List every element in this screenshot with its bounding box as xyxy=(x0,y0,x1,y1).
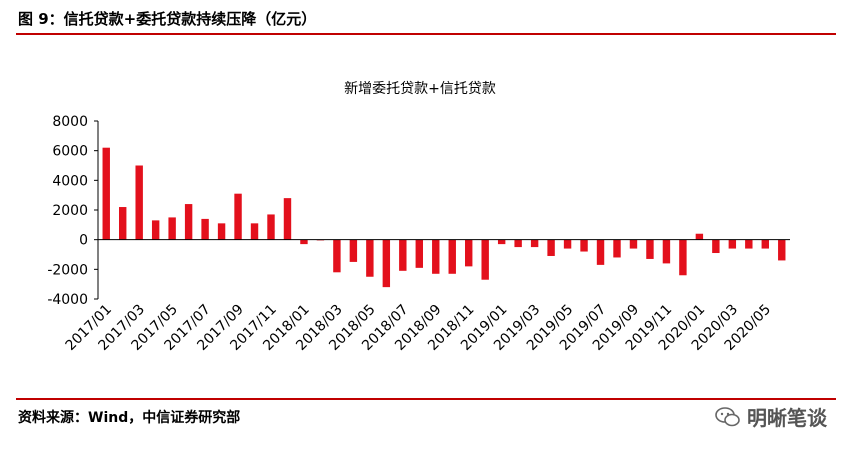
y-tick-label: 6000 xyxy=(52,144,88,160)
bar-2017-06 xyxy=(184,204,193,240)
bar-2017-09 xyxy=(234,193,242,240)
bar-2017-02 xyxy=(119,207,127,240)
y-tick-label: 8000 xyxy=(52,114,88,130)
bar-2017-07 xyxy=(201,218,209,240)
bar-series xyxy=(102,147,786,288)
bar-2018-04 xyxy=(349,239,358,262)
bar-2018-06 xyxy=(382,239,391,288)
bar-2019-05 xyxy=(563,239,572,249)
bar-2019-12 xyxy=(679,239,687,276)
figure-header: 图 9：信托贷款+委托贷款持续压降（亿元） xyxy=(18,10,317,28)
bar-2017-04 xyxy=(151,220,160,240)
bar-2019-04 xyxy=(547,239,555,256)
bar-2018-01 xyxy=(300,239,308,245)
bar-2019-09 xyxy=(629,239,638,249)
bar-2019-10 xyxy=(646,239,654,259)
bar-2018-05 xyxy=(366,239,374,277)
source-note: 资料来源：Wind，中信证券研究部 xyxy=(18,410,241,426)
chart-title: 新增委托贷款+信托贷款 xyxy=(344,81,496,97)
bar-2017-05 xyxy=(168,217,176,240)
bar-2018-07 xyxy=(399,239,407,271)
y-tick-label: 2000 xyxy=(52,203,88,219)
bar-2017-08 xyxy=(217,223,226,240)
top-divider xyxy=(16,33,836,35)
bar-2017-12 xyxy=(283,198,292,240)
bar-2018-03 xyxy=(333,239,341,273)
bar-2020-05 xyxy=(761,239,769,249)
bar-2019-02 xyxy=(514,239,522,248)
y-axis: 8000 6000 4000 2000 0 -2000 -4000 xyxy=(47,114,99,308)
bar-2019-06 xyxy=(580,239,588,252)
bar-2019-11 xyxy=(662,239,671,264)
watermark-text: 明晰笔谈 xyxy=(747,406,827,430)
y-tick-label: -4000 xyxy=(47,292,88,308)
bar-2018-11 xyxy=(465,239,473,267)
bar-2018-08 xyxy=(415,239,423,268)
bar-2020-04 xyxy=(745,239,753,249)
y-tick-label: 0 xyxy=(79,233,88,249)
bar-2017-10 xyxy=(250,223,259,240)
bottom-divider xyxy=(16,398,836,400)
bar-2019-01 xyxy=(497,239,506,245)
bar-2019-03 xyxy=(530,239,539,248)
y-tick-label: 4000 xyxy=(52,173,88,189)
bar-2017-01 xyxy=(102,147,110,240)
bar-2017-11 xyxy=(267,214,275,240)
bar-2018-09 xyxy=(432,239,440,274)
y-tick-label: -2000 xyxy=(47,262,88,278)
bar-2020-06 xyxy=(778,239,786,261)
bar-2018-10 xyxy=(448,239,456,274)
bar-2019-07 xyxy=(596,239,605,265)
bar-2019-08 xyxy=(613,239,621,258)
wechat-icon xyxy=(715,406,740,426)
bar-2020-03 xyxy=(728,239,737,249)
bar-2018-12 xyxy=(481,239,489,280)
bar-2017-03 xyxy=(135,165,143,240)
watermark: 明晰笔谈 xyxy=(715,402,827,431)
bar-chart: 新增委托贷款+信托贷款 80006000400020000-2000-4000 … xyxy=(47,81,790,354)
bar-2020-01 xyxy=(695,233,704,240)
bar-2020-02 xyxy=(712,239,720,254)
